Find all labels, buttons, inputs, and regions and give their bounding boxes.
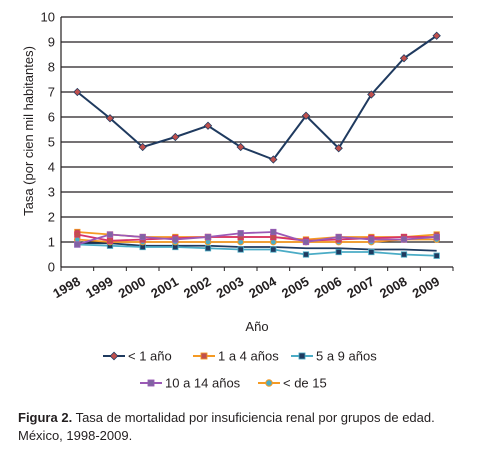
- data-point: [400, 236, 408, 243]
- data-point: [270, 246, 277, 253]
- data-point: [433, 233, 440, 241]
- x-tick-label: 2001: [148, 274, 181, 301]
- figure-caption: Figura 2. Tasa de mortalidad por insufic…: [18, 409, 466, 445]
- data-point: [335, 233, 342, 241]
- series-markers: [73, 31, 441, 259]
- legend-marker: [298, 352, 306, 360]
- x-tick-label: 1998: [50, 274, 83, 301]
- x-tick-label: 2000: [116, 274, 149, 301]
- legend-marker: [147, 379, 155, 387]
- legend-item: 5 a 9 años: [291, 349, 377, 364]
- legend-label: 10 a 14 años: [165, 376, 241, 391]
- data-point: [139, 233, 146, 241]
- data-point: [399, 54, 409, 63]
- y-tick-label: 3: [48, 185, 55, 200]
- y-tick-label: 5: [48, 135, 55, 150]
- series-line: [77, 231, 437, 246]
- legend-label: < 1 año: [128, 349, 172, 364]
- data-point: [171, 132, 180, 142]
- data-point: [204, 233, 212, 241]
- data-point: [335, 248, 342, 256]
- y-axis-ticks: 0 1 2 3 4 5 6 7 8 9 10: [41, 10, 55, 275]
- x-tick-label: 2002: [181, 274, 214, 301]
- data-point: [74, 231, 81, 238]
- legend-item: < de 15: [258, 376, 327, 391]
- y-tick-label: 6: [48, 110, 55, 125]
- axes: [60, 17, 454, 271]
- data-point: [106, 237, 114, 244]
- y-tick-label: 0: [48, 260, 55, 275]
- legend-label: 1 a 4 años: [218, 349, 279, 364]
- data-point: [269, 155, 278, 164]
- legend-item: < 1 año: [103, 349, 172, 364]
- series-line: [76, 34, 438, 161]
- data-point: [368, 248, 375, 256]
- data-point: [74, 241, 81, 248]
- legend-label: 5 a 9 años: [316, 349, 377, 364]
- data-point: [302, 238, 310, 246]
- x-axis-ticks: 1998 1999 2000 2001 2002 2003 2004 2005 2006 2007…: [50, 273, 442, 301]
- data-point: [301, 111, 311, 120]
- data-point: [334, 144, 343, 153]
- data-point: [432, 31, 441, 40]
- x-tick-label: 2003: [214, 274, 247, 301]
- series-lines: [76, 34, 438, 257]
- y-tick-label: 7: [48, 85, 55, 100]
- data-point: [73, 87, 82, 97]
- data-point: [236, 142, 245, 152]
- x-tick-label: 1999: [83, 274, 116, 301]
- data-point: [172, 236, 179, 243]
- y-tick-label: 2: [48, 210, 55, 225]
- series-line: [77, 233, 437, 242]
- y-tick-label: 1: [48, 235, 55, 250]
- caption-text: Tasa de mortalidad por insuficiencia ren…: [18, 410, 435, 443]
- data-point: [433, 252, 440, 259]
- legend-item: 1 a 4 años: [193, 349, 279, 364]
- caption-label: Figura 2.: [18, 410, 73, 425]
- data-point: [106, 231, 114, 238]
- x-tick-label: 2005: [279, 274, 312, 301]
- legend-marker: [265, 379, 273, 387]
- series-line: [77, 242, 437, 252]
- y-tick-label: 9: [48, 35, 55, 50]
- data-point: [237, 230, 244, 237]
- y-tick-label: 4: [48, 160, 55, 175]
- x-axis-label: Año: [245, 319, 268, 334]
- x-tick-label: 2009: [410, 274, 443, 301]
- grid-lines: [61, 16, 453, 243]
- series-line: [77, 243, 437, 257]
- y-tick-label: 10: [41, 10, 55, 25]
- y-axis-label: Tasa (por cien mil habitantes): [21, 46, 36, 216]
- data-point: [400, 251, 408, 258]
- data-point: [368, 236, 375, 243]
- x-tick-label: 2007: [344, 274, 377, 301]
- legend: < 1 año 1 a 4 años 5 a 9 años 10 a 14 años <…: [103, 349, 377, 391]
- data-point: [270, 228, 277, 236]
- data-point: [237, 246, 244, 253]
- series-line: [77, 238, 437, 243]
- x-tick-label: 2006: [312, 274, 345, 301]
- data-point: [203, 121, 213, 130]
- legend-label: < de 15: [283, 376, 327, 391]
- legend-item: 10 a 14 años: [140, 376, 241, 391]
- legend-marker: [200, 352, 208, 360]
- y-tick-label: 8: [48, 60, 55, 75]
- data-point: [302, 251, 310, 258]
- data-point: [367, 90, 376, 99]
- x-tick-label: 2008: [377, 274, 410, 301]
- data-point: [105, 114, 115, 123]
- legend-marker: [109, 351, 119, 361]
- data-point: [138, 142, 147, 152]
- x-tick-label: 2004: [246, 273, 279, 301]
- data-point: [204, 245, 212, 252]
